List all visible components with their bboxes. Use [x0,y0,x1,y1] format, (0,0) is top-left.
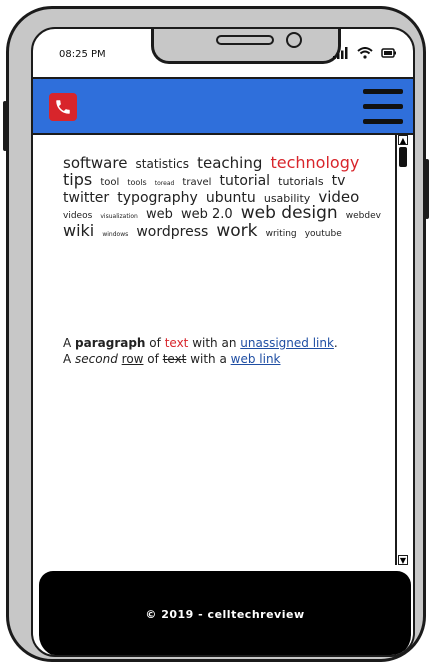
tag-tutorials[interactable]: tutorials [278,174,324,188]
speaker [216,35,274,45]
bold-text: paragraph [75,336,146,350]
tag-writing[interactable]: writing [265,229,297,240]
camera [286,32,302,48]
tag-web[interactable]: web [145,207,173,223]
text-segment: of [143,352,163,366]
tag-toread[interactable]: toread [154,179,175,187]
content-area: software statistics teaching technology … [37,135,399,565]
tag-video[interactable]: video [318,187,360,206]
text-segment: with a [186,352,231,366]
footer-text: © 2019 - celltechreview [145,607,305,621]
tag-wiki[interactable]: wiki [63,221,95,241]
menu-bar-bottom [363,119,403,124]
scroll-thumb[interactable] [399,147,407,167]
tag-technology[interactable]: technology [270,153,360,172]
scroll-up-arrow-icon[interactable]: ▲ [398,135,408,145]
text-segment: . [333,336,338,350]
wifi-icon [357,47,373,59]
tag-tv[interactable]: tv [331,172,346,189]
tag-statistics[interactable]: statistics [135,157,190,171]
tag-tool[interactable]: tool [100,176,120,188]
tag-web-design[interactable]: web design [240,203,338,224]
paragraph: A paragraph of text with an unassigned l… [63,335,393,367]
signal-icon [333,47,348,59]
battery-icon [381,48,396,58]
tag-travel[interactable]: travel [182,176,212,188]
tag-cloud: software statistics teaching technology … [63,153,399,242]
tag-windows[interactable]: windows [102,231,129,239]
underlined-text: row [121,352,144,366]
text-segment: of [145,336,165,350]
menu-bar-top [363,89,403,94]
tag-twitter[interactable]: twitter [63,189,110,206]
text-segment: A [63,336,76,350]
red-text: text [164,336,189,350]
hamburger-menu-button[interactable] [363,89,403,125]
strikethrough-text: text [162,352,187,366]
tag-software[interactable]: software [63,154,128,172]
paragraph-line-2: A second row of text with a web link [63,351,393,367]
footer: © 2019 - celltechreview [39,571,411,655]
side-button-left [3,101,7,151]
phone-button[interactable] [49,93,77,121]
tag-webdev[interactable]: webdev [345,211,381,222]
text-segment: with an [188,336,241,350]
tag-tips[interactable]: tips [63,169,93,189]
tag-work[interactable]: work [216,221,258,242]
tag-web-2-0[interactable]: web 2.0 [180,207,233,223]
web-link[interactable]: web link [230,352,281,366]
side-button-right [425,159,429,219]
tag-teaching[interactable]: teaching [197,154,263,172]
tag-youtube[interactable]: youtube [304,229,342,240]
scrollbar[interactable]: ▲ ▼ [395,135,409,565]
unassigned-link[interactable]: unassigned link [240,336,334,350]
phone-icon [56,100,70,114]
scroll-down-arrow-icon[interactable]: ▼ [398,555,408,565]
tag-tutorial[interactable]: tutorial [219,172,271,189]
tag-usability[interactable]: usability [263,191,311,205]
phone-screen: 08:25 PM [31,27,415,657]
tag-visualization[interactable]: visualization [100,213,138,221]
phone-frame: 08:25 PM [3,6,429,662]
menu-bar-middle [363,104,403,109]
tag-typography[interactable]: typography [117,189,198,206]
status-time: 08:25 PM [59,49,106,60]
tag-videos[interactable]: videos [63,211,93,222]
tag-tools[interactable]: tools [127,177,147,187]
app-header [33,77,413,135]
status-icons [333,47,397,59]
tag-wordpress[interactable]: wordpress [136,224,209,241]
notch [151,29,341,64]
italic-text: second [75,352,118,366]
tag-ubuntu[interactable]: ubuntu [205,189,256,206]
text-segment: A [63,352,76,366]
paragraph-line-1: A paragraph of text with an unassigned l… [63,335,393,351]
